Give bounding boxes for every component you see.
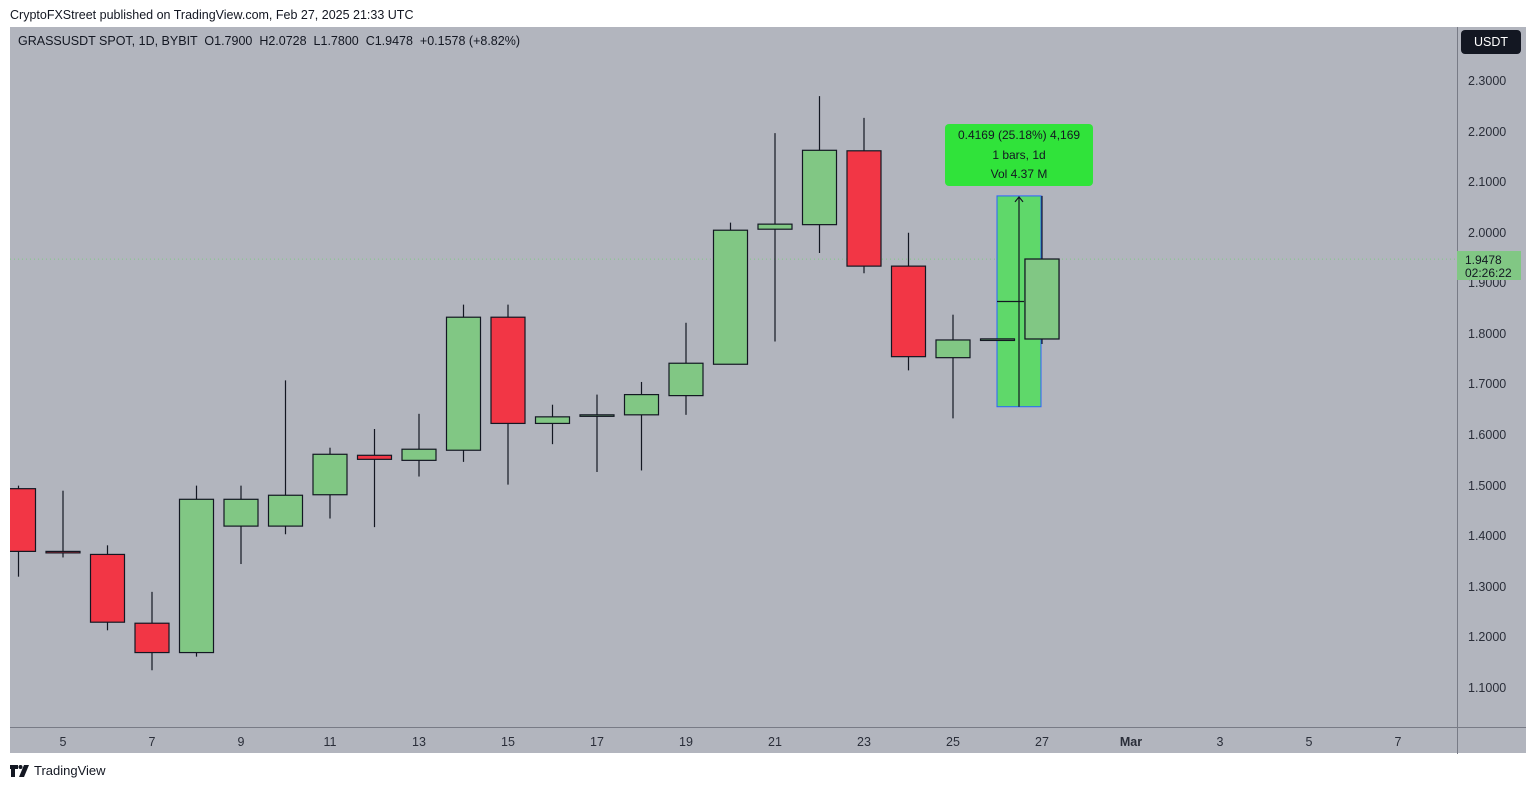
price-tick: 2.1000 [1468, 175, 1507, 190]
candle[interactable] [178, 485, 215, 657]
time-tick: Mar [1119, 735, 1143, 749]
price-tick: 1.7000 [1468, 377, 1507, 392]
time-tick: 11 [323, 735, 337, 749]
measure-tooltip: 0.4169 (25.18%) 4,169 1 bars, 1d Vol 4.3… [945, 124, 1093, 186]
legend-open: O1.7900 [204, 34, 253, 48]
measure-volume: Vol 4.37 M [990, 167, 1048, 181]
time-tick: 25 [946, 735, 960, 749]
publication-credit: CryptoFXStreet published on TradingView.… [10, 8, 414, 22]
currency-button[interactable]: USDT [1461, 30, 1521, 54]
legend-close: C1.9478 [365, 34, 413, 48]
candle[interactable] [445, 304, 482, 462]
candle[interactable] [45, 490, 81, 558]
bar-countdown: 02:26:22 [1465, 266, 1512, 280]
time-tick: 5 [1305, 735, 1313, 749]
measure-change: 0.4169 (25.18%) 4,169 [957, 128, 1081, 142]
symbol-legend: GRASSUSDT SPOT, 1D, BYBIT O1.7900 H2.072… [18, 34, 520, 48]
candle-current[interactable] [1024, 258, 1060, 340]
candle[interactable] [801, 96, 838, 253]
candle[interactable] [579, 394, 615, 472]
candlestick-series [10, 96, 1457, 671]
candle[interactable] [534, 404, 571, 445]
legend-low: L1.7800 [313, 34, 359, 48]
candle[interactable] [223, 485, 259, 565]
legend-symbol[interactable]: GRASSUSDT SPOT, 1D, BYBIT [18, 34, 198, 48]
measure-bars: 1 bars, 1d [992, 147, 1046, 162]
time-tick: 23 [857, 735, 871, 749]
tradingview-brand: TradingView [34, 763, 106, 778]
price-tick: 1.8000 [1468, 326, 1507, 341]
time-tick: 9 [237, 735, 245, 749]
candle[interactable] [134, 591, 170, 671]
candle[interactable] [935, 314, 971, 419]
candle[interactable] [401, 413, 437, 477]
tradingview-logo-icon [10, 764, 29, 777]
time-axis[interactable]: 5 7 9 11 13 15 17 19 21 23 25 27 Mar 3 5 7 [10, 727, 1526, 754]
candle[interactable] [757, 133, 793, 342]
price-tick: 2.2000 [1468, 124, 1507, 139]
legend-change: +0.1578 (+8.82%) [419, 34, 520, 48]
chart-plot-area[interactable]: GRASSUSDT SPOT, 1D, BYBIT O1.7900 H2.072… [10, 27, 1457, 727]
price-tick: 2.0000 [1468, 225, 1507, 240]
price-tick: 1.3000 [1468, 579, 1507, 594]
candle[interactable] [668, 322, 704, 415]
time-tick: 13 [412, 735, 426, 749]
price-tick: 1.1000 [1468, 680, 1507, 695]
last-price-value: 1.9478 [1465, 253, 1502, 267]
time-tick: 5 [59, 735, 67, 749]
time-tick: 15 [501, 735, 515, 749]
price-tick: 1.6000 [1468, 428, 1507, 443]
chart-container[interactable]: GRASSUSDT SPOT, 1D, BYBIT O1.7900 H2.072… [10, 27, 1527, 754]
time-tick: 17 [590, 735, 604, 749]
price-axis[interactable]: 2.3000 2.2000 2.1000 2.0000 1.9000 1.8000 1.70… [1457, 27, 1527, 727]
candle[interactable] [490, 304, 526, 485]
time-tick: 21 [768, 735, 782, 749]
candle[interactable] [846, 117, 882, 274]
axis-corner [1457, 728, 1458, 754]
candle[interactable] [712, 222, 749, 365]
tradingview-footer: TradingView [10, 763, 106, 778]
candle[interactable] [10, 485, 37, 577]
candle[interactable] [356, 428, 393, 528]
candle[interactable] [312, 447, 348, 519]
time-tick: 3 [1216, 735, 1224, 749]
legend-high: H2.0728 [259, 34, 307, 48]
price-tick: 1.2000 [1468, 630, 1507, 645]
candle[interactable] [623, 381, 660, 471]
candle[interactable] [267, 380, 304, 535]
last-price-label: 1.9478 02:26:22 [1457, 251, 1521, 280]
time-tick: 7 [1394, 735, 1402, 749]
time-tick: 27 [1035, 735, 1049, 749]
price-tick: 1.4000 [1468, 529, 1507, 544]
candle[interactable] [890, 232, 927, 371]
price-tick: 1.5000 [1468, 478, 1507, 493]
time-tick: 7 [148, 735, 156, 749]
price-tick: 2.3000 [1468, 74, 1507, 88]
candle[interactable] [89, 545, 126, 631]
time-tick: 19 [679, 735, 693, 749]
